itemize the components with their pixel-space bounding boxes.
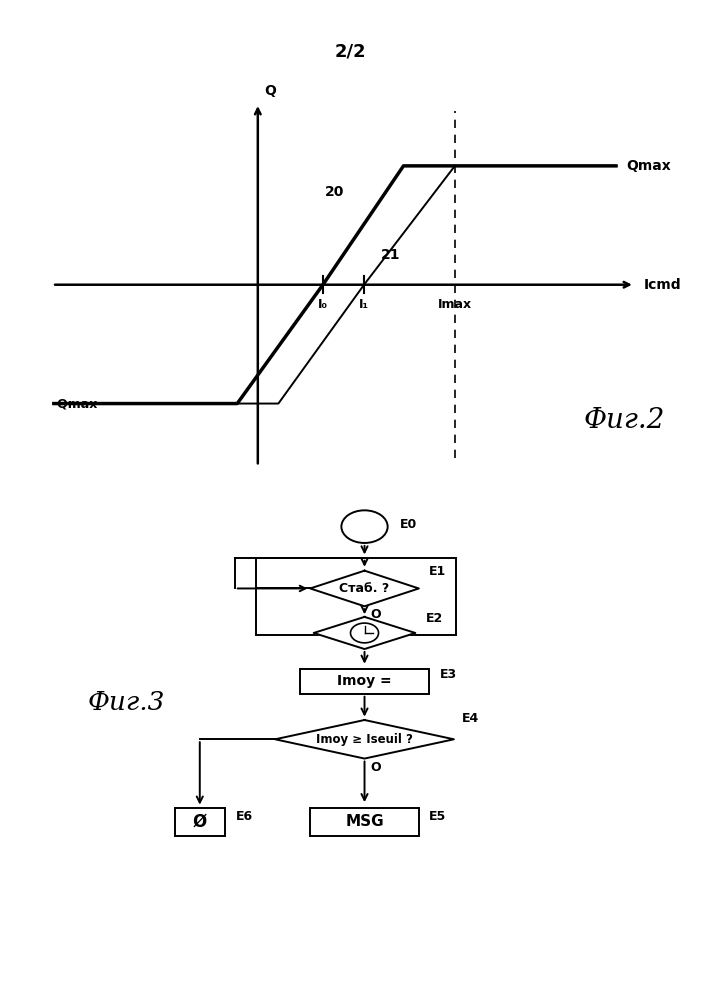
Text: Icmd: Icmd [644,278,681,292]
Text: 21: 21 [381,249,401,263]
Text: E1: E1 [430,564,447,577]
Text: I₁: I₁ [359,298,369,311]
Polygon shape [275,720,454,758]
Text: Фиг.3: Фиг.3 [88,689,165,714]
Text: Imax: Imax [438,298,472,311]
FancyBboxPatch shape [311,807,419,836]
Text: Стаб. ?: Стаб. ? [339,582,390,595]
Text: I₀: I₀ [318,298,328,311]
Polygon shape [314,617,415,649]
Text: O: O [370,761,381,774]
Polygon shape [311,570,419,606]
Text: E4: E4 [463,712,479,725]
Text: Q: Q [265,84,276,98]
Text: Фиг.2: Фиг.2 [583,407,665,434]
Text: -Qmax: -Qmax [52,397,97,410]
Text: MSG: MSG [345,814,384,829]
FancyBboxPatch shape [256,557,456,635]
Text: Qmax: Qmax [626,159,671,173]
Text: Ø: Ø [193,813,207,831]
Text: 2/2: 2/2 [334,43,367,61]
Text: Imoy =: Imoy = [337,674,392,688]
Text: E6: E6 [236,810,252,823]
Text: E2: E2 [426,611,443,624]
Text: O: O [370,608,381,621]
Text: 20: 20 [325,185,345,199]
Text: E5: E5 [430,810,447,823]
FancyBboxPatch shape [300,669,430,693]
Text: Imoy ≥ Iseuil ?: Imoy ≥ Iseuil ? [316,733,413,746]
FancyBboxPatch shape [175,807,225,836]
Text: E0: E0 [400,517,418,530]
Text: E3: E3 [440,667,457,680]
